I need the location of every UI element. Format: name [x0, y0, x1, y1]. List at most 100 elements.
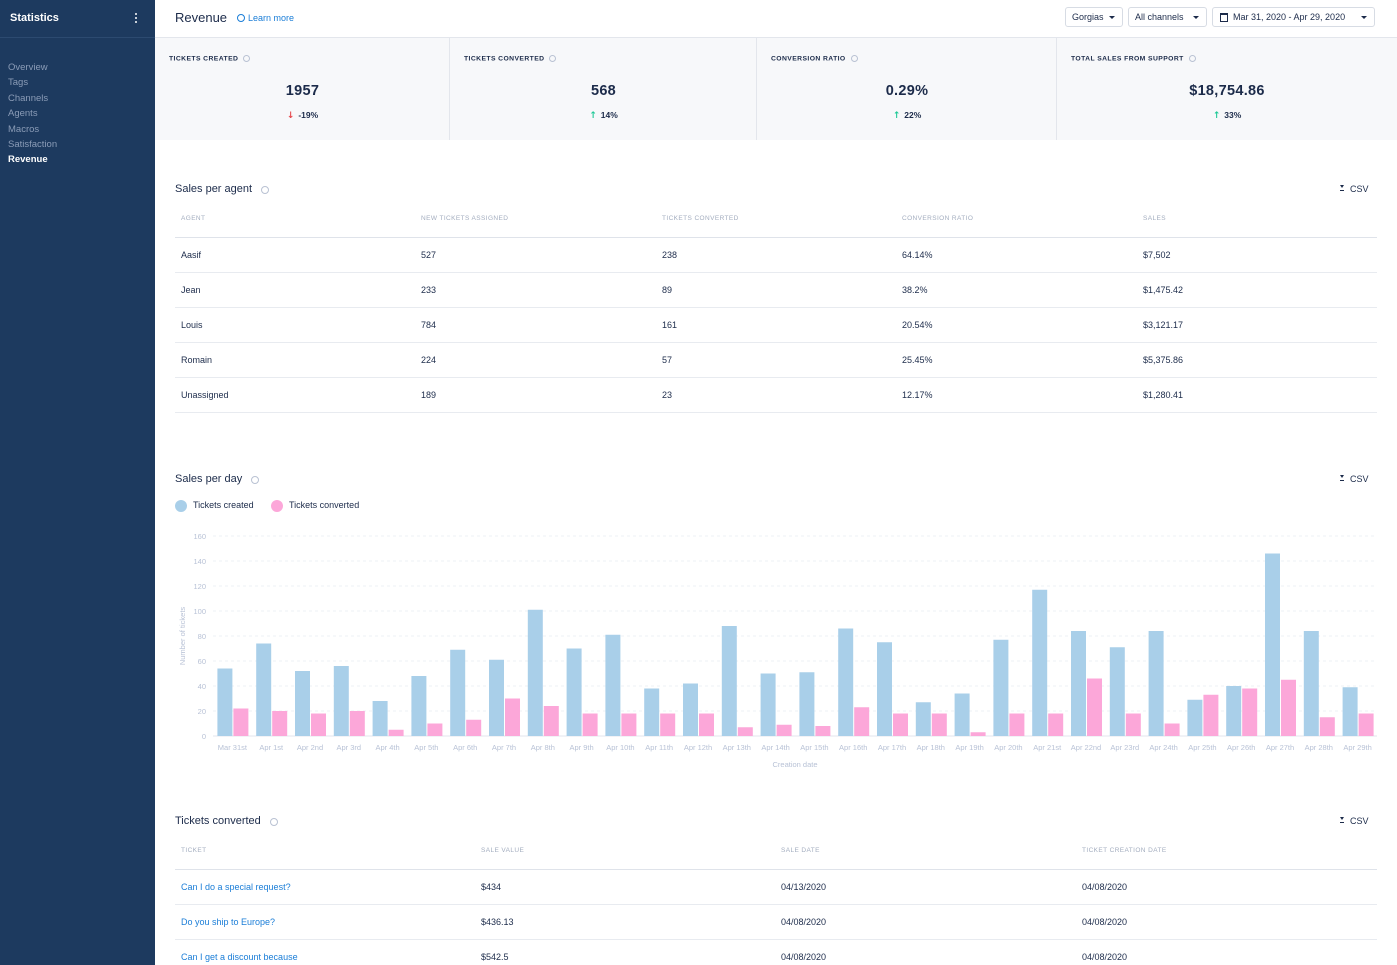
nav-item[interactable]: Tags [8, 77, 29, 89]
legend-dot [175, 500, 187, 512]
nav-item[interactable]: Channels [8, 92, 49, 104]
y-tick-label: 120 [193, 582, 206, 591]
table-cell: Louis [181, 320, 203, 330]
x-tick-label: Apr 22nd [1071, 743, 1101, 752]
table-cell: 04/08/2020 [781, 952, 827, 962]
download-arrow [1340, 475, 1344, 478]
bar [1148, 631, 1164, 736]
bar [1303, 631, 1319, 736]
kpi-label: CONVERSION RATIO [771, 55, 858, 62]
bar [854, 707, 870, 736]
bar [760, 673, 776, 736]
bar-chart: 0 20 40 60 80 100 120 140 160 Mar 31st Apr 1st Apr … [178, 532, 1377, 769]
bar [333, 666, 349, 736]
table-cell: 38.2% [902, 285, 928, 295]
y-tick-label: 140 [193, 557, 206, 566]
filter-dropdown[interactable]: All channels [1128, 7, 1207, 27]
delta-value: -19% [298, 110, 319, 120]
table-cell: 57 [662, 355, 673, 365]
x-tick-label: Apr 29th [1343, 743, 1371, 752]
x-tick-label: Apr 6th [453, 743, 477, 752]
dot [135, 21, 137, 23]
section-title: Tickets converted [175, 815, 261, 827]
x-tick-label: Apr 11th [645, 743, 673, 752]
bar [582, 713, 598, 736]
table-cell: 04/08/2020 [1082, 882, 1128, 892]
bar [543, 706, 559, 736]
table-cell: 04/08/2020 [1082, 917, 1128, 927]
table-cell: $436.13 [481, 917, 514, 927]
row-line [175, 939, 1377, 940]
table-cell: 238 [662, 250, 678, 260]
x-tick-label: Mar 31st [218, 743, 248, 752]
column-header: SALES [1143, 215, 1166, 222]
bar [450, 649, 466, 736]
table-cell: 64.14% [902, 250, 933, 260]
kpi-value: 568 [590, 83, 617, 99]
csv-button[interactable]: CSV [1340, 184, 1369, 194]
ticket-link[interactable]: Do you ship to Europe? [181, 917, 276, 927]
filter-label: All channels [1135, 12, 1184, 22]
table-cell: 527 [421, 250, 437, 260]
ticket-link[interactable]: Can I do a special request? [181, 882, 291, 892]
filter-dropdown[interactable]: Gorgias [1065, 7, 1123, 27]
y-tick-label: 20 [198, 707, 206, 716]
bar [1032, 589, 1048, 736]
info-icon [270, 818, 278, 826]
table-cell: $7,502 [1143, 250, 1171, 260]
csv-button[interactable]: CSV [1340, 474, 1369, 484]
download-icon [1340, 186, 1344, 191]
bar [489, 659, 504, 736]
row-line [175, 904, 1377, 905]
kpi-card: TICKETS CONVERTED 568 ↑ 14% [450, 38, 757, 140]
nav-item[interactable]: Agents [8, 108, 38, 120]
column-header: NEW TICKETS ASSIGNED [421, 215, 509, 222]
nav-item[interactable]: Overview [8, 62, 48, 73]
kpi-card: TOTAL SALES FROM SUPPORT $18,754.86 ↑ 33% [1057, 38, 1397, 140]
learn-more-link[interactable]: Learn more [248, 13, 295, 23]
x-tick-label: Apr 23rd [1110, 743, 1139, 752]
x-tick-label: Apr 27th [1266, 743, 1294, 752]
bar [388, 729, 404, 736]
y-tick-label: 40 [198, 682, 206, 691]
delta-arrow: ↑ [1212, 111, 1221, 121]
info-icon [251, 476, 259, 484]
bar [721, 626, 737, 736]
column-header: TICKETS CONVERTED [662, 215, 739, 222]
bar [1125, 713, 1141, 736]
bar [233, 708, 249, 736]
download-arrow [1340, 817, 1344, 820]
csv-button[interactable]: CSV [1340, 816, 1369, 826]
ticket-link[interactable]: Can I get a discount because [181, 952, 298, 962]
kpi-delta: ↑ 14% [450, 110, 757, 121]
kpi-delta: ↓ -19% [155, 110, 450, 121]
calendar-icon [1220, 13, 1228, 22]
info-icon [850, 55, 858, 62]
menu-button[interactable] [133, 12, 139, 24]
y-tick-label: 80 [198, 632, 206, 641]
table-cell: $542.5 [481, 952, 509, 962]
bar [931, 713, 947, 736]
bar [505, 698, 520, 736]
table-cell: 12.17% [902, 390, 933, 400]
filter-dropdown[interactable]: Mar 31, 2020 - Apr 29, 2020 [1212, 7, 1375, 27]
nav-item[interactable]: Macros [8, 123, 40, 135]
delta-arrow: ↓ [286, 111, 295, 121]
x-tick-label: Apr 26th [1227, 743, 1255, 752]
section-title: Sales per day [175, 473, 243, 485]
bar [411, 676, 427, 736]
x-tick-label: Apr 25th [1188, 743, 1216, 752]
x-tick-label: Apr 18th [917, 743, 945, 752]
x-tick-label: Apr 16th [839, 743, 867, 752]
dot [135, 13, 137, 15]
bar [1342, 687, 1358, 736]
bar [295, 671, 310, 736]
x-tick-label: Apr 5th [414, 743, 438, 752]
csv-label: CSV [1350, 184, 1369, 194]
table-cell: Jean [181, 285, 201, 295]
nav-item[interactable]: Revenue [8, 154, 48, 166]
nav-item[interactable]: Satisfaction [8, 139, 58, 150]
bar [605, 634, 621, 736]
x-tick-label: Apr 8th [531, 743, 555, 752]
column-header: SALE DATE [781, 847, 820, 854]
